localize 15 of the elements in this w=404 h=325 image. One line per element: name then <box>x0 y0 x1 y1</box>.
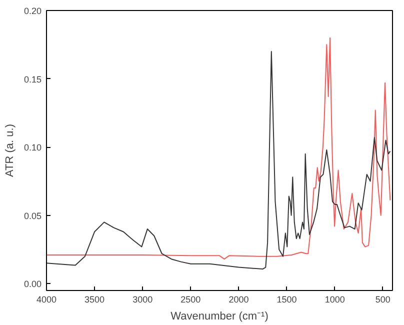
x-tick-label: 2000 <box>228 294 249 304</box>
y-tick-label: 0.20 <box>24 6 42 16</box>
x-tick-label: 1500 <box>276 294 297 304</box>
x-tick-label: 2500 <box>180 294 201 304</box>
y-tick-label: 0.10 <box>24 142 42 153</box>
x-tick-label: 500 <box>375 294 390 304</box>
x-tick-label: 1000 <box>324 294 345 304</box>
y-axis-title: ATR (a. u.) <box>4 124 16 177</box>
x-tick-label: 3500 <box>84 294 105 304</box>
x-tick-label: 3000 <box>132 294 153 304</box>
x-axis-title: Wavenumber (cm⁻¹) <box>170 310 268 322</box>
x-tick-label: 4000 <box>36 294 57 304</box>
y-tick-label: 0.15 <box>24 74 42 84</box>
y-tick-label: 0.05 <box>24 210 42 221</box>
y-tick-label: 0.00 <box>24 279 42 290</box>
